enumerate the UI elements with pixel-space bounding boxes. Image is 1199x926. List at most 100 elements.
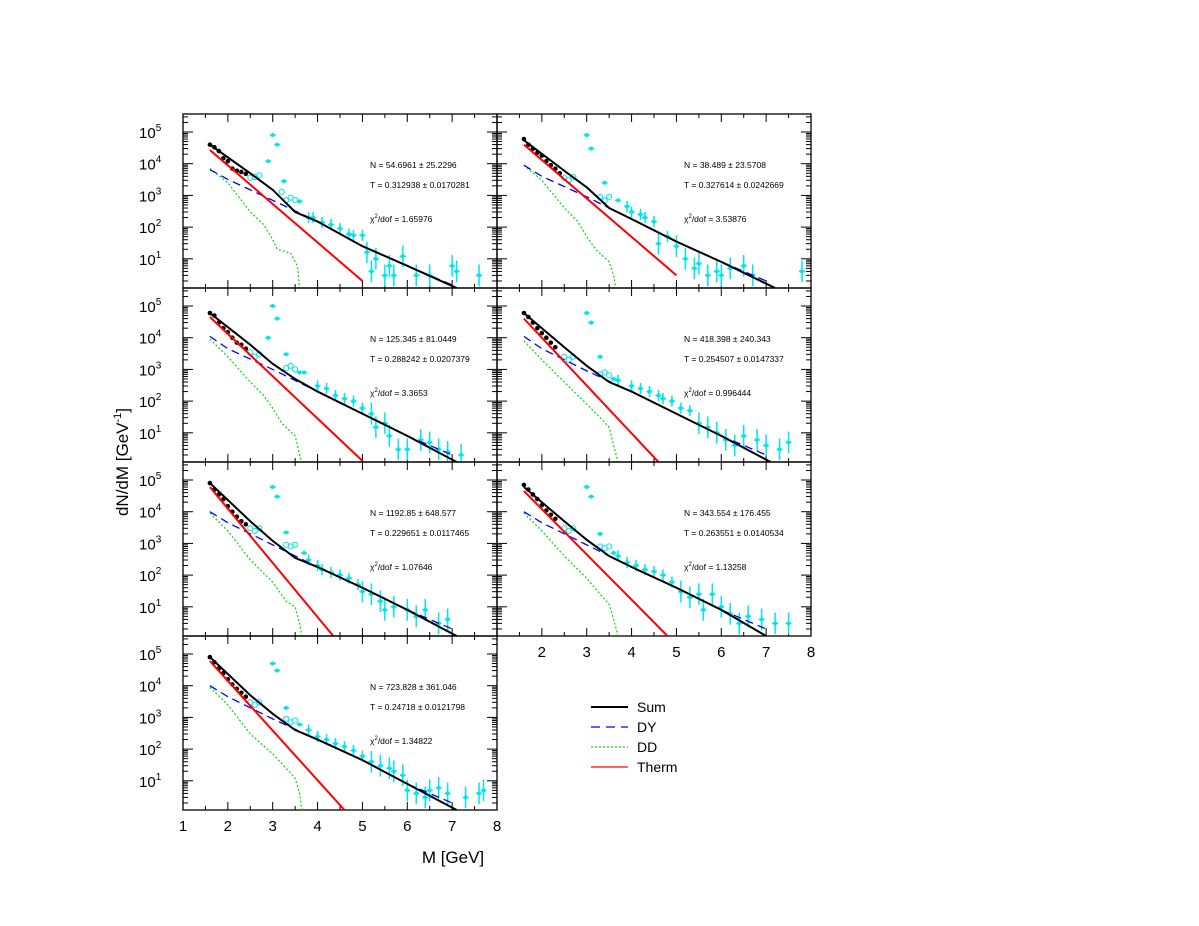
data-point-cyan [360, 754, 365, 759]
data-point-cyan [373, 256, 378, 261]
y-tick-label: 103 [139, 534, 162, 553]
data-point-cyan [333, 393, 338, 398]
x-tick-label: 2 [224, 818, 232, 835]
curve-dd [209, 686, 303, 810]
data-point-cyan [387, 263, 392, 268]
y-tick-label: 104 [139, 503, 162, 522]
data-point-cyan [589, 146, 594, 151]
data-point-cyan [427, 440, 432, 445]
data-point-cyan [351, 399, 356, 404]
chi2-label: χ2/dof = 0.996444 [684, 388, 751, 398]
data-point-cyan [329, 222, 334, 227]
data-point-open [278, 188, 285, 195]
data-point-cyan [284, 705, 289, 710]
data-point-cyan [755, 437, 760, 442]
data-point-cyan [324, 737, 329, 742]
data-point-cyan [777, 447, 782, 452]
data-point-cyan [687, 595, 692, 600]
fit-t-label: T = 0.327614 ± 0.0242669 [684, 180, 784, 190]
curve-therm [523, 143, 678, 277]
data-point-cyan [705, 273, 710, 278]
chi2-label: χ2/dof = 1.13258 [684, 562, 747, 572]
curve-therm [523, 490, 669, 636]
data-point-cyan [306, 557, 311, 562]
panel-7: 101 102 103 104 105 1 2 3 4 5 6 7 8 N = 723.828 ± 361… [139, 635, 501, 835]
y-tick-label: 103 [139, 360, 162, 379]
data-point-filled [243, 694, 249, 700]
data-point-cyan [284, 530, 289, 535]
curve-therm [209, 149, 364, 282]
fit-n-label: N = 1192.85 ± 648.577 [370, 508, 456, 518]
chi2-label: χ2/dof = 3.53876 [684, 214, 747, 224]
data-point-cyan [652, 219, 656, 224]
data-point-cyan [696, 261, 701, 266]
chi2-label: χ2/dof = 3.3653 [370, 388, 428, 398]
legend: Sum DY DD Therm [591, 699, 677, 775]
panel-frame [496, 461, 812, 637]
data-point-cyan [414, 273, 419, 278]
data-point-open [256, 525, 263, 532]
data-point-cyan [346, 576, 351, 581]
curve-dd [209, 512, 303, 636]
y-tick-label: 102 [139, 218, 162, 237]
fit-n-label: N = 38.489 ± 23.5708 [684, 160, 766, 170]
y-tick-label: 104 [139, 329, 162, 348]
curve-dd [523, 512, 619, 636]
data-point-cyan [602, 180, 607, 185]
data-point-cyan [598, 531, 603, 536]
x-axis-title: M [GeV] [422, 848, 484, 867]
data-point-cyan [400, 773, 405, 778]
panel-plot-area [207, 480, 458, 636]
curve-therm [209, 486, 335, 636]
data-point-cyan [647, 389, 652, 394]
panel-frame [182, 287, 498, 463]
y-tick-label: 105 [139, 123, 162, 142]
data-point-cyan [660, 573, 665, 578]
curve-sum [523, 486, 767, 636]
data-point-open [287, 362, 294, 369]
x-tick-label: 4 [627, 644, 635, 661]
y-tick-label: 101 [139, 598, 162, 617]
data-point-cyan [297, 722, 302, 727]
data-point-cyan [589, 494, 594, 499]
data-point-cyan [656, 393, 661, 398]
data-point-cyan [589, 320, 594, 325]
panel-plot-area [521, 133, 806, 288]
data-point-filled [521, 482, 527, 488]
data-point-cyan [701, 607, 706, 612]
data-point-cyan [450, 263, 455, 268]
data-point-cyan [396, 447, 401, 452]
data-point-cyan [634, 563, 639, 568]
y-axis-title: dN/dM [GeV-1] [112, 408, 132, 516]
data-point-filled [535, 325, 540, 331]
data-point-cyan [275, 494, 280, 499]
data-point-cyan [629, 209, 634, 214]
data-point-cyan [696, 592, 701, 597]
data-point-cyan [391, 769, 396, 774]
panel-4: N = 418.398 ± 240.343 T = 0.254507 ± 0.01… [496, 287, 812, 463]
data-point-filled [553, 516, 558, 522]
data-point-cyan [270, 661, 275, 666]
data-point-filled [239, 169, 244, 175]
data-point-open [570, 173, 577, 181]
x-tick-label: 8 [493, 818, 501, 835]
data-point-cyan [391, 604, 396, 609]
x-tick-label: 5 [358, 818, 366, 835]
data-point-cyan [611, 550, 616, 555]
data-point-cyan [477, 791, 482, 796]
curve-therm [209, 660, 346, 810]
fit-t-label: T = 0.312938 ± 0.0170281 [370, 180, 470, 190]
data-point-cyan [741, 263, 746, 268]
data-point-cyan [373, 425, 378, 430]
data-point-cyan [378, 763, 383, 768]
data-point-open [283, 715, 290, 722]
data-point-cyan [306, 728, 311, 733]
panel-plot-area [207, 654, 487, 810]
data-point-cyan [266, 335, 271, 340]
x-tick-label: 7 [762, 644, 770, 661]
data-point-cyan [764, 443, 769, 448]
x-tick-label: 3 [583, 644, 591, 661]
y-tick-label: 104 [139, 155, 162, 174]
data-point-cyan [391, 273, 396, 278]
